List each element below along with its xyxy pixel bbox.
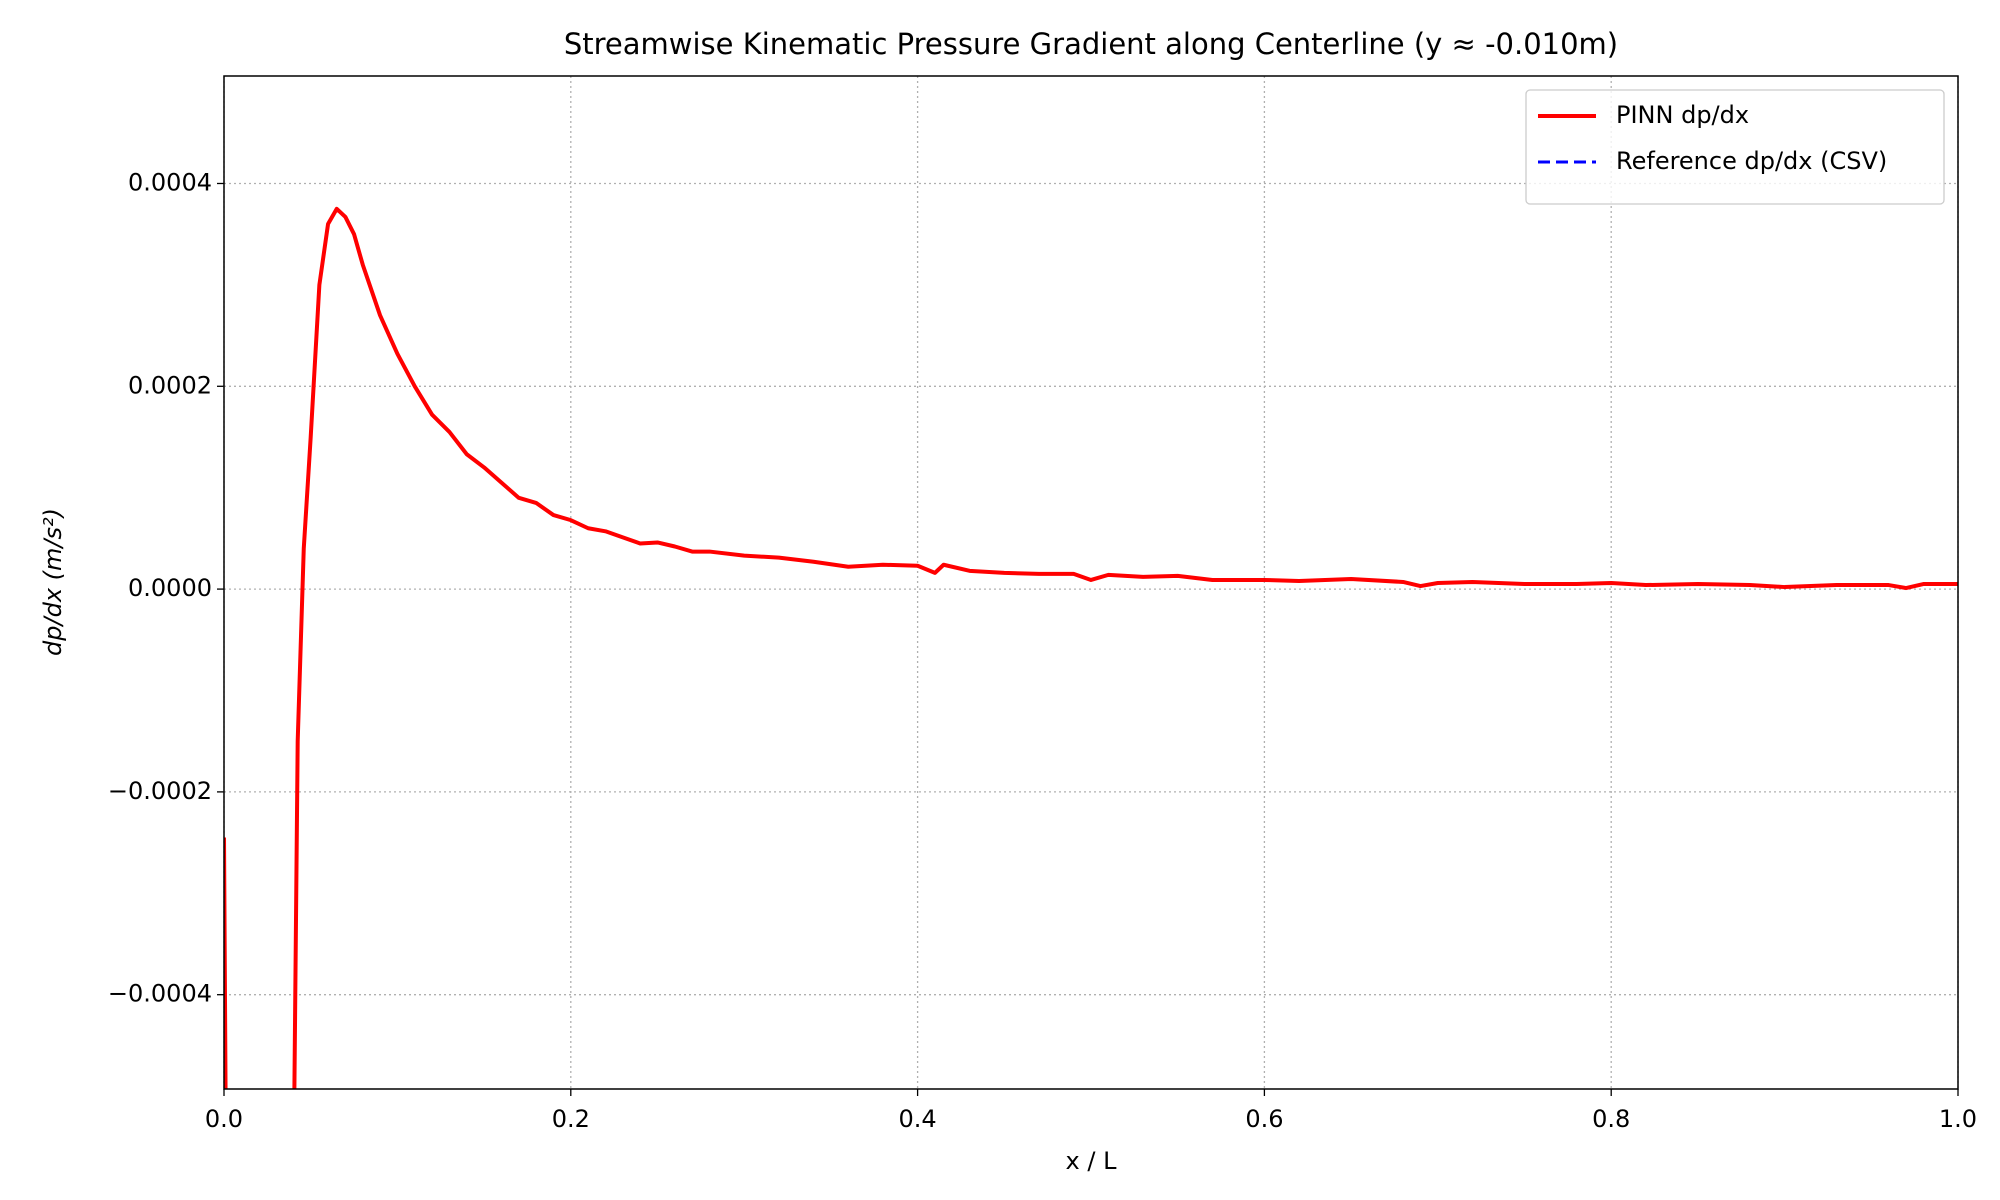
x-tick-label: 0.0 — [205, 1105, 243, 1133]
legend-label: Reference dp/dx (CSV) — [1616, 147, 1887, 175]
chart-title: Streamwise Kinematic Pressure Gradient a… — [564, 27, 1618, 61]
y-tick-label: 0.0004 — [128, 168, 212, 196]
plot-area — [224, 206, 1958, 1089]
x-tick-label: 0.8 — [1592, 1105, 1630, 1133]
y-tick-label: −0.0002 — [108, 777, 212, 805]
legend-box — [1525, 89, 1945, 205]
legend-label: PINN dp/dx — [1616, 101, 1749, 129]
x-axis-label: x / L — [1066, 1147, 1118, 1175]
x-tick-label: 1.0 — [1939, 1105, 1977, 1133]
y-tick-label: 0.0002 — [128, 371, 212, 399]
data-line — [224, 206, 1958, 1089]
x-tick-label: 0.6 — [1245, 1105, 1283, 1133]
plot-frame — [223, 75, 1959, 1090]
y-tick-label: 0.0000 — [128, 574, 212, 602]
y-axis-label: dp/dx (m/s²) — [39, 508, 67, 656]
x-tick-label: 0.4 — [899, 1105, 937, 1133]
x-tick-label: 0.2 — [552, 1105, 590, 1133]
y-tick-label: −0.0004 — [108, 980, 212, 1008]
